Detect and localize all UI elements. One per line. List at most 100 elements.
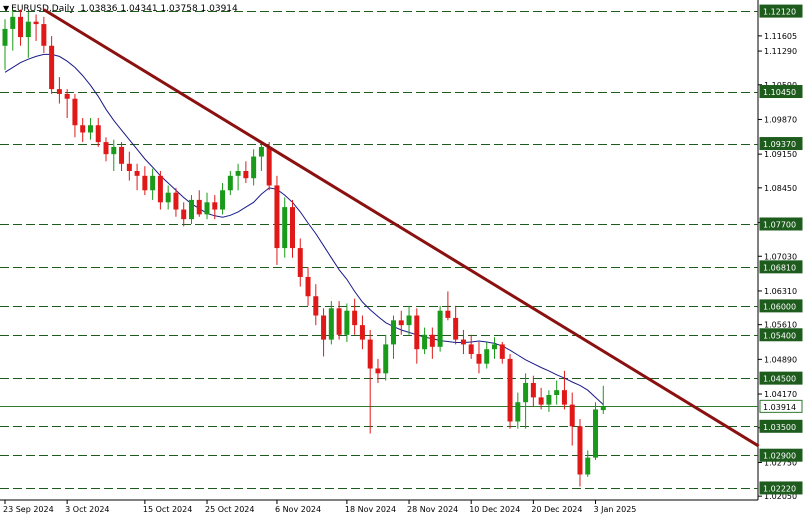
bear-candle [134,163,140,191]
bull-candle [391,315,396,359]
level-price-label: 1.02900 [759,448,803,462]
candle-body [111,146,117,155]
bull-candle [235,163,241,191]
bull-candle [593,402,599,461]
level-price-label: 1.10450 [759,85,803,99]
bull-candle [383,334,389,381]
bear-candle [212,195,218,220]
price-label-box [759,371,803,385]
candle-body [344,310,350,335]
candle-body [530,382,536,398]
candle-body [546,394,552,405]
bear-candle [289,199,295,258]
bull-candle [220,183,226,215]
candle-body [313,296,319,316]
bull-candle [546,390,552,412]
bear-candle [313,284,319,326]
bear-candle [305,267,311,306]
bear-candle [460,329,466,355]
candle-body [80,125,86,133]
price-label-box [759,328,803,342]
candle-body [569,404,575,427]
bear-candle [359,315,365,350]
bear-candle [499,342,505,364]
bear-candle [453,305,459,345]
bull-candle [188,195,194,224]
bear-candle [569,392,575,446]
candle-body [2,28,8,46]
level-price-label: 1.03500 [759,419,803,433]
time-tick-label: 3 Jan 2025 [594,505,637,514]
bear-candle [530,375,536,408]
bear-candle [445,291,451,321]
candle-body [142,175,148,191]
symbol-label[interactable]: EURUSD,Daily [11,4,75,14]
price-label-text: 1.02220 [763,484,796,493]
price-label-box [759,85,803,99]
bull-candle [2,19,8,70]
candle-body [593,409,599,458]
bull-candle [282,197,288,258]
bear-candle [538,387,544,410]
bear-candle [297,238,303,287]
candle-body [484,349,490,364]
bear-candle [49,36,55,94]
candle-body [25,21,31,38]
bear-candle [103,137,109,162]
candle-body [41,24,47,46]
price-label-text: 1.10450 [763,88,796,97]
bull-candle [165,185,171,210]
price-label-box [759,137,803,151]
candle-body [243,171,249,179]
price-label-text: 1.12120 [763,8,796,17]
bear-candle [468,334,474,359]
time-tick-label: 3 Oct 2024 [65,505,109,514]
candle-body [398,320,404,326]
bear-candle [414,308,420,364]
moving-average-line [4,53,604,405]
candle-body [251,156,257,179]
candle-body [103,142,109,155]
time-tick-label: 25 Oct 2024 [205,505,254,514]
bull-candle [25,12,31,58]
bull-candle [150,168,156,200]
candle-body [282,207,288,249]
candle-body [585,457,591,475]
bear-candle [367,329,373,434]
candle-body [56,89,62,94]
bull-candle [406,305,412,335]
price-label-text: 1.06000 [763,302,796,311]
bull-candle [251,149,257,186]
bull-candle [87,118,93,140]
candle-body [359,325,365,340]
price-label-box [759,448,803,462]
candle-body [437,310,443,347]
price-tick-label: 1.11290 [764,47,797,56]
candle-body [561,390,567,405]
level-price-label: 1.06000 [759,299,803,313]
bull-candle [344,303,350,343]
candle-body [367,339,373,369]
bull-candle [585,450,591,477]
price-tick-label: 1.02750 [764,458,797,467]
bull-candle [422,327,428,355]
price-tick-label: 1.02050 [764,492,797,501]
candle-body [181,209,187,220]
price-tick-label: 1.08450 [764,184,797,193]
symbol-dropdown-icon[interactable]: ▼ [3,4,10,13]
time-tick-label: 20 Dec 2024 [531,505,582,514]
time-tick-label: 18 Nov 2024 [345,505,396,514]
candle-body [126,163,132,172]
bear-candle [476,342,482,374]
candle-body [289,207,295,249]
candle-body [165,192,171,203]
bear-candle [336,301,342,340]
time-tick-label: 6 Nov 2024 [275,505,321,514]
candle-body [414,315,420,350]
candle-body [119,146,125,164]
bear-candle [561,370,567,410]
candle-body [468,344,474,355]
bear-candle [266,142,272,191]
candle-body [266,146,272,186]
